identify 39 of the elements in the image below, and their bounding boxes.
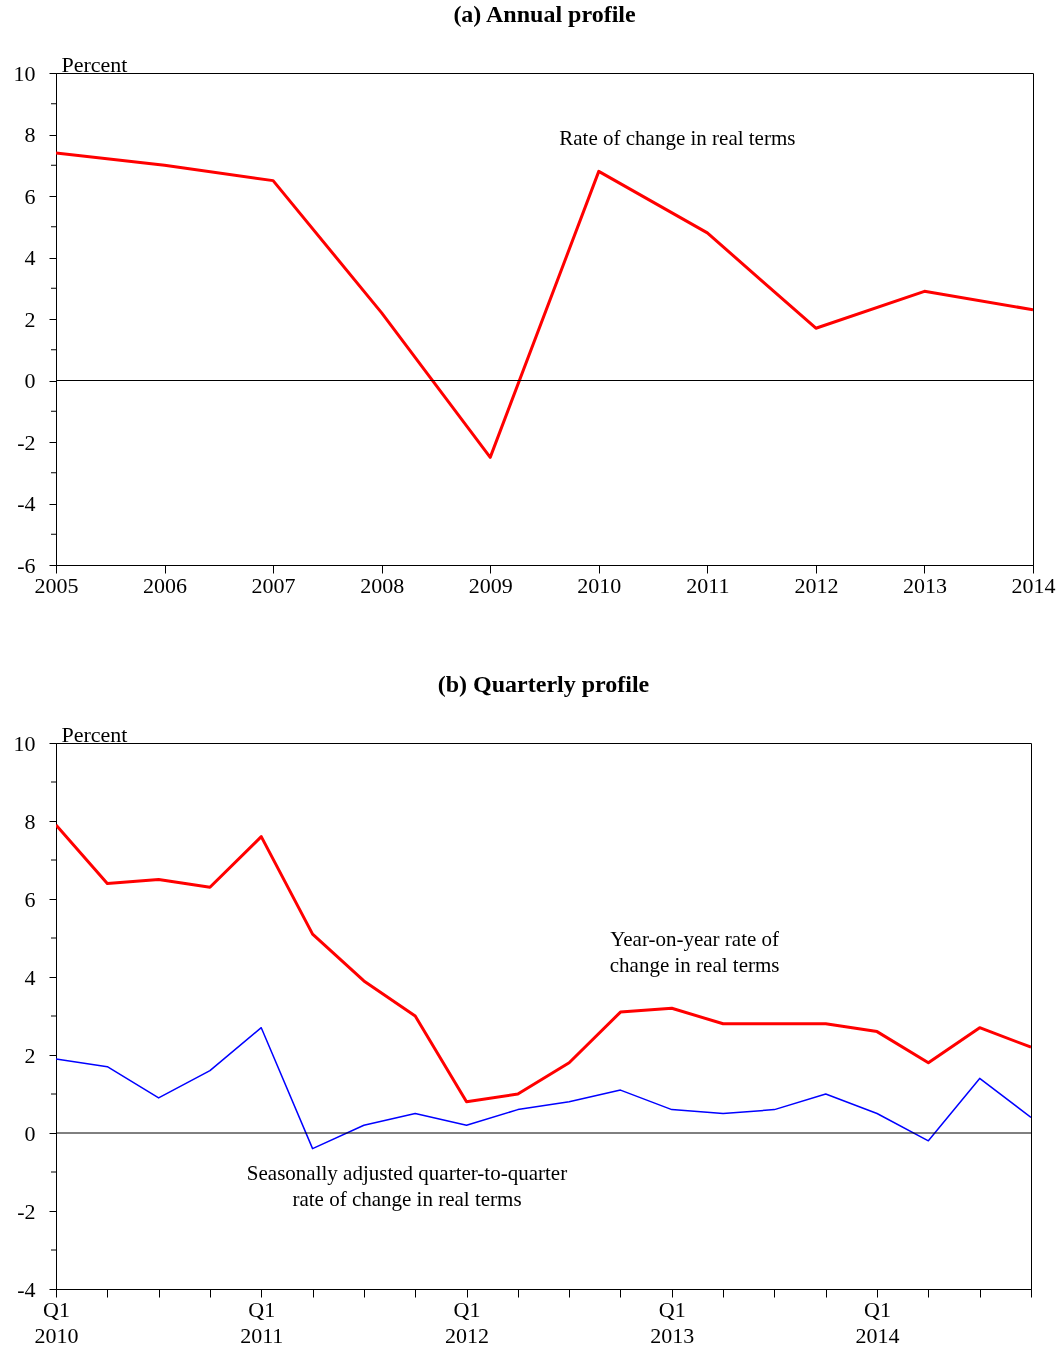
x-tick-label: 2008 [360,572,405,598]
y-tick-label: 10 [13,730,36,756]
y-tick-label: 2 [24,1042,36,1068]
y-tick-label: 8 [24,122,36,147]
y-tick-label: -6 [17,552,36,578]
x-tick-label: Q1 2013 [650,1296,695,1348]
y-tick-label: 4 [24,964,36,990]
series-label: Year-on-year rate of change in real terms [609,926,780,977]
y-tick-label: 0 [24,368,36,393]
chart-title: (a) Annual profile [453,1,636,27]
x-tick-label: Q1 2010 [34,1296,79,1348]
y-tick-label: -2 [17,1198,36,1224]
text: Seasonally adjusted quarter-to-quarter rate of change in real terms [246,1161,568,1212]
x-tick-label: 2012 [794,572,839,598]
x-tick-label: Q1 2014 [855,1296,900,1348]
y-tick-label: 6 [24,183,36,209]
text: Rate of change in real terms [559,126,796,151]
x-tick-label: Q1 2011 [240,1296,284,1348]
x-tick-label: 2009 [468,572,513,598]
y-tick-label: 8 [24,808,36,834]
y-tick-label: -4 [17,1276,36,1302]
y-tick-label: -4 [17,491,36,516]
y-axis-title: Percent [61,51,128,77]
x-tick-label: 2005 [34,572,79,598]
y-tick-label: 2 [24,306,36,332]
x-tick-label: 2013 [902,572,947,598]
chart-title: (b) Quarterly profile [437,671,650,697]
y-tick-label: 6 [24,886,36,912]
x-tick-label: 2007 [251,572,296,598]
y-tick-label: 10 [13,60,36,86]
x-tick-label: Q1 2012 [445,1296,490,1348]
y-tick-label: 0 [24,1120,36,1146]
x-tick-label: 2014 [1011,572,1056,598]
y-axis-title: Percent [61,721,128,747]
y-tick-label: -2 [17,429,36,455]
x-tick-label: 2011 [686,572,730,598]
y-tick-label: 4 [24,245,36,270]
x-tick-label: 2010 [577,572,622,598]
x-tick-label: 2006 [143,572,188,598]
